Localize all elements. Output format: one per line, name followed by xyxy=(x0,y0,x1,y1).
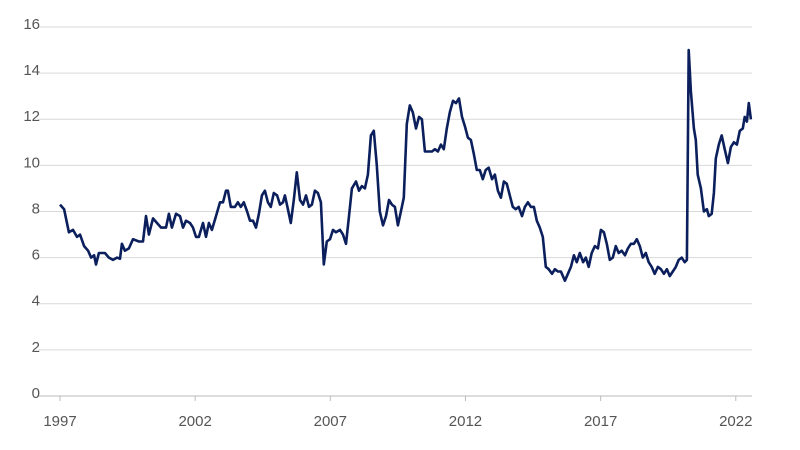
x-tick-label: 2002 xyxy=(178,413,211,430)
y-tick-label: 6 xyxy=(32,247,40,264)
y-tick-label: 4 xyxy=(32,293,40,310)
x-tick-label: 2007 xyxy=(314,413,347,430)
y-tick-label: 14 xyxy=(23,62,40,79)
y-tick-label: 2 xyxy=(32,339,40,356)
x-tick-label: 1997 xyxy=(43,413,76,430)
x-tick-label: 2012 xyxy=(449,413,482,430)
y-tick-label: 8 xyxy=(32,200,40,217)
line-series xyxy=(59,48,753,282)
x-tick-label: 2022 xyxy=(719,413,752,430)
y-tick-label: 16 xyxy=(23,16,40,33)
y-tick-label: 10 xyxy=(23,154,40,171)
y-tick-label: 12 xyxy=(23,108,40,125)
x-tick-label: 2017 xyxy=(584,413,617,430)
y-tick-label: 0 xyxy=(32,385,40,402)
